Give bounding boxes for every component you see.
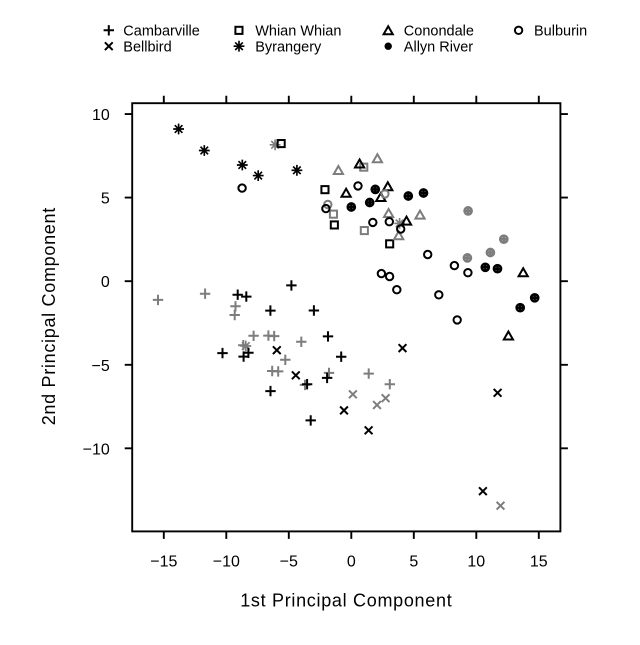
svg-text:−5: −5 bbox=[280, 554, 298, 571]
svg-text:10: 10 bbox=[92, 107, 110, 124]
svg-text:10: 10 bbox=[467, 554, 485, 571]
svg-text:−10: −10 bbox=[83, 441, 110, 458]
svg-text:−10: −10 bbox=[213, 554, 240, 571]
svg-text:Cambarville: Cambarville bbox=[123, 24, 200, 40]
svg-text:15: 15 bbox=[530, 554, 548, 571]
svg-text:5: 5 bbox=[101, 191, 110, 208]
svg-text:0: 0 bbox=[101, 274, 110, 291]
svg-text:−15: −15 bbox=[150, 554, 177, 571]
svg-text:Whian Whian: Whian Whian bbox=[255, 24, 341, 40]
svg-text:Bellbird: Bellbird bbox=[123, 39, 171, 55]
svg-text:5: 5 bbox=[409, 554, 418, 571]
svg-text:−5: −5 bbox=[92, 358, 110, 375]
svg-text:0: 0 bbox=[347, 554, 356, 571]
svg-text:Byrangery: Byrangery bbox=[255, 39, 322, 55]
svg-text:Bulburin: Bulburin bbox=[534, 24, 587, 40]
svg-text:Conondale: Conondale bbox=[404, 24, 474, 40]
svg-text:Allyn River: Allyn River bbox=[404, 39, 473, 55]
svg-text:1st Principal Component: 1st Principal Component bbox=[240, 590, 452, 610]
svg-text:2nd Principal Component: 2nd Principal Component bbox=[39, 207, 59, 425]
